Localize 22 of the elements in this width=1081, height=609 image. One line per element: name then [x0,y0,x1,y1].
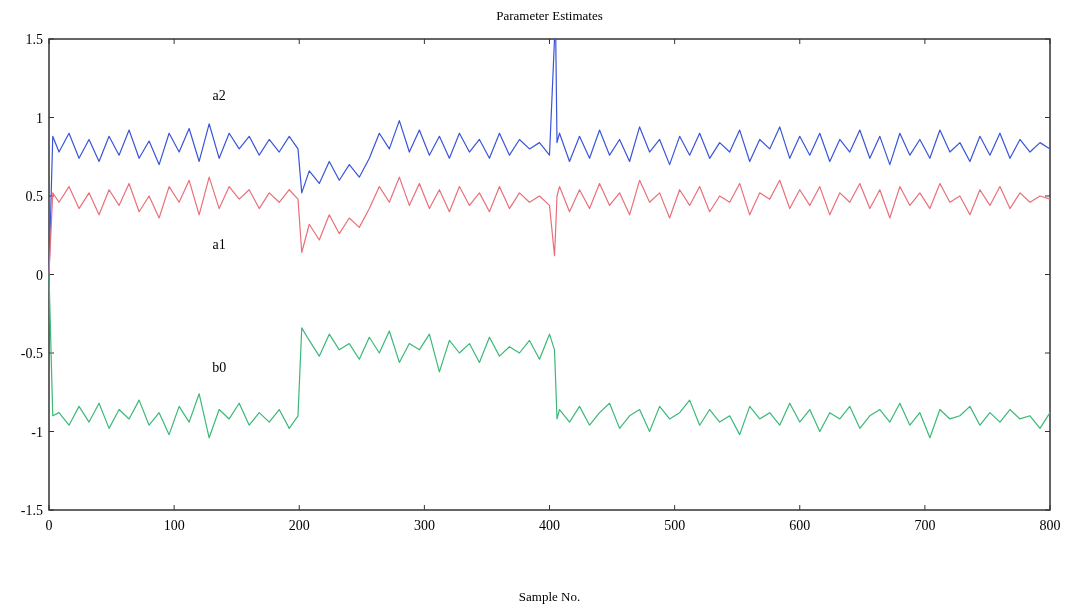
y-tick-label: -0.5 [20,346,43,361]
x-axis-title: Sample No. [518,589,581,604]
x-tick-label: 100 [163,518,185,533]
line-series [48,176,1051,276]
line-series [48,273,1051,439]
x-tick-label: 700 [914,518,936,533]
x-tick-label: 500 [664,518,686,533]
series-label: a2 [212,88,226,104]
x-tick-label: 300 [413,518,435,533]
y-tick-label: 1 [36,110,43,126]
series-label: a1 [212,236,226,252]
x-tick-label: 400 [539,518,560,533]
y-tick-label: 0 [36,267,43,283]
y-tick-label: -1.5 [20,503,43,518]
x-tick-label: 800 [1039,518,1061,533]
x-tick-label: 200 [288,518,310,533]
series-label: b0 [212,359,227,375]
chart-title: Parameter Estimates [496,8,603,23]
y-tick-label: 0.5 [25,189,43,204]
x-tick-label: 600 [789,518,811,533]
y-tick-label: -1 [31,424,43,440]
y-tick-label: 1.5 [25,32,43,47]
